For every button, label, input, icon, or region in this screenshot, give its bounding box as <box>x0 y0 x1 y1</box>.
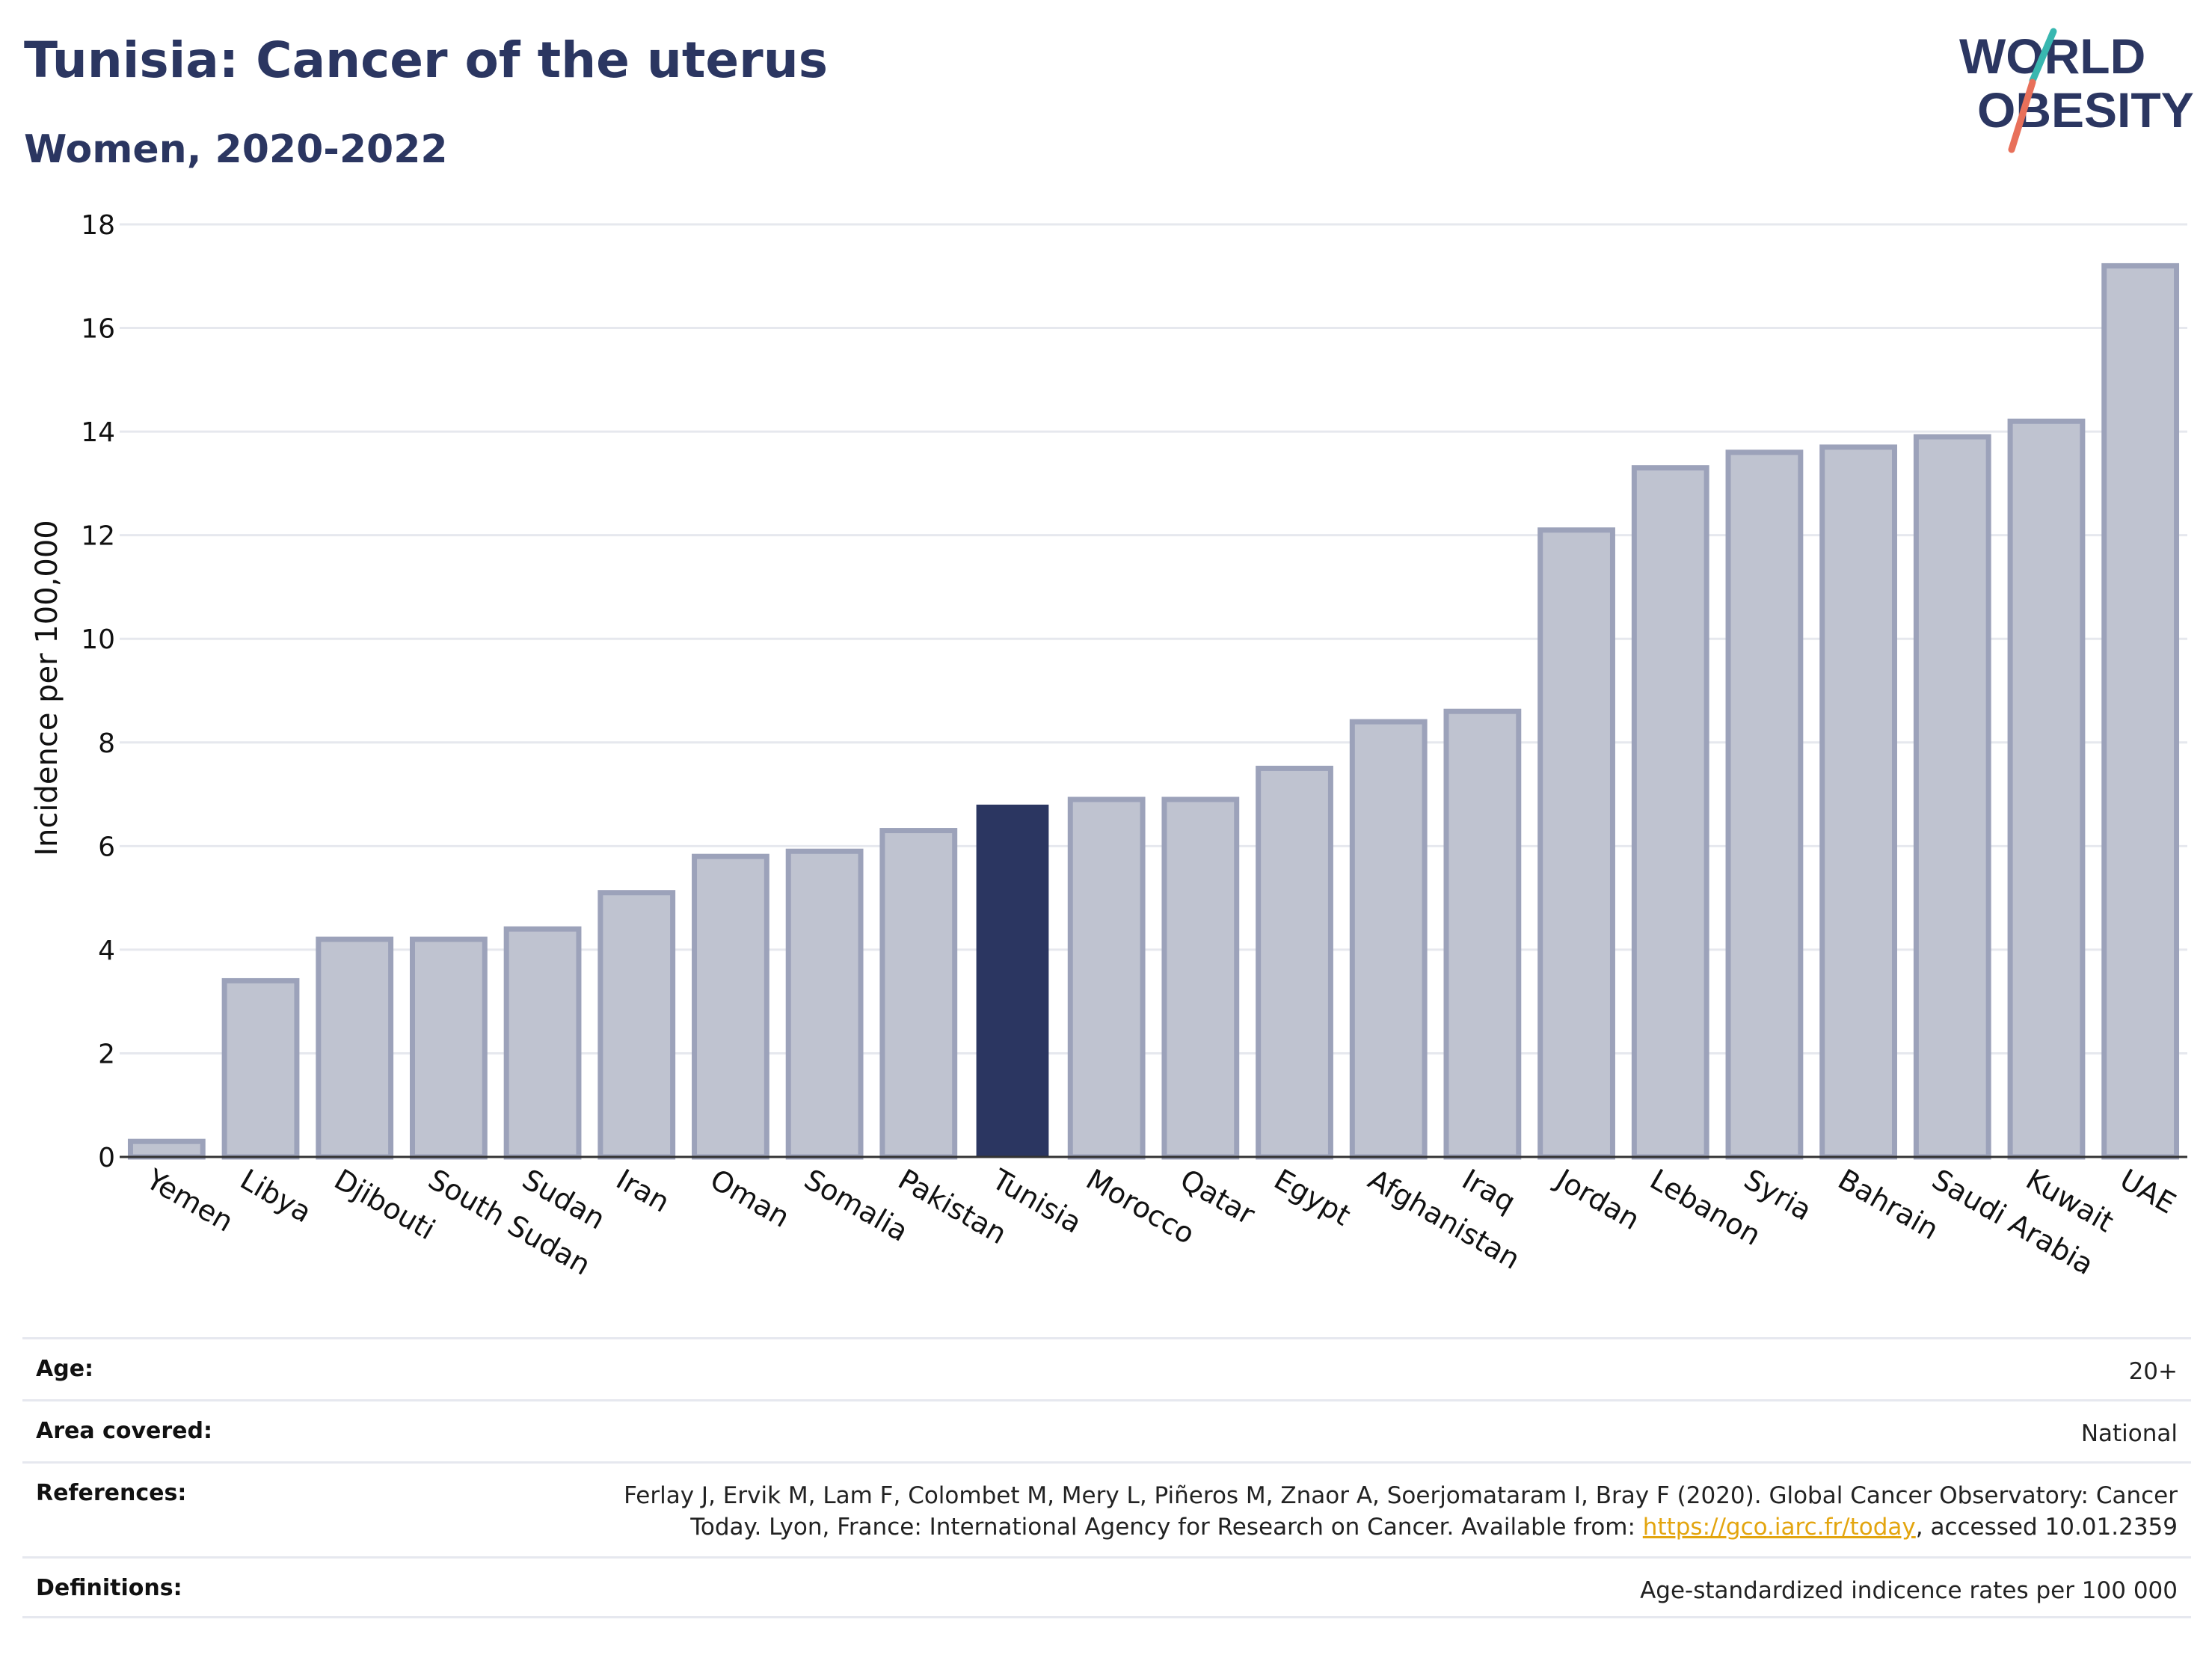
x-tick-label: Egypt <box>1269 1163 1357 1232</box>
chart-title: Tunisia: Cancer of the uterus <box>24 31 828 89</box>
area-label: Area covered: <box>36 1418 212 1444</box>
references-line2-pre: Today. Lyon, France: International Agenc… <box>690 1514 1643 1541</box>
x-tick-label: Bahrain <box>1833 1163 1944 1247</box>
metadata-table: Age: 20+ Area covered: National Referenc… <box>22 1337 2191 1618</box>
bar-syria <box>1725 449 1804 1160</box>
bar-tunisia <box>976 804 1049 1157</box>
definitions-value: Age-standardized indicence rates per 100… <box>1640 1577 2178 1604</box>
logo-slash-red <box>2008 79 2036 153</box>
bar-kuwait <box>2007 418 2086 1160</box>
world-obesity-logo: WORLD OBESITY <box>1959 28 2194 153</box>
meta-row-definitions: Definitions: Age-standardized indicence … <box>22 1556 2191 1618</box>
x-tick-label: Libya <box>235 1163 317 1229</box>
age-value: 20+ <box>2128 1358 2178 1385</box>
bar-sudan <box>503 926 582 1160</box>
bar-pakistan <box>879 828 958 1160</box>
y-tick-label: 4 <box>98 936 115 966</box>
references-label: References: <box>36 1480 187 1506</box>
x-tick-label: South Sudan <box>423 1163 596 1282</box>
bar-south-sudan <box>409 936 488 1160</box>
bars <box>127 262 2180 1160</box>
bar-qatar <box>1161 796 1240 1160</box>
references-value: Ferlay J, Ervik M, Lam F, Colombet M, Me… <box>624 1480 2191 1543</box>
meta-row-references: References: Ferlay J, Ervik M, Lam F, Co… <box>22 1461 2191 1556</box>
x-tick-label: Somalia <box>799 1163 914 1248</box>
x-tick-label: Jordan <box>1549 1162 1645 1237</box>
y-axis-label: Incidence per 100,000 <box>30 520 64 856</box>
x-tick-label: Morocco <box>1081 1163 1200 1251</box>
y-tick-labels: 0 2 4 6 8 10 12 14 16 18 <box>81 210 115 1173</box>
bar-yemen <box>127 1138 206 1160</box>
bar-oman <box>692 853 769 1160</box>
y-tick-label: 6 <box>98 832 115 862</box>
age-label: Age: <box>36 1356 94 1382</box>
x-tick-label: Yemen <box>140 1162 239 1238</box>
y-tick-label: 12 <box>81 521 115 552</box>
logo-text-obesity: OBESITY <box>1977 82 2194 138</box>
bar-egypt <box>1256 765 1333 1160</box>
x-tick-label: Pakistan <box>893 1163 1013 1251</box>
bar-saudi-arabia <box>1913 434 1991 1160</box>
definitions-label: Definitions: <box>36 1575 182 1601</box>
bar-bahrain <box>1819 444 1898 1160</box>
bar-jordan <box>1537 527 1615 1160</box>
bar-somalia <box>785 848 864 1160</box>
bar-libya <box>221 977 300 1160</box>
y-tick-label: 0 <box>98 1143 115 1173</box>
y-tick-label: 18 <box>81 210 115 241</box>
logo-slash-teal <box>2029 28 2057 85</box>
bar-uae <box>2101 262 2180 1160</box>
references-line2-post: , accessed 10.01.2359 <box>1915 1514 2178 1541</box>
x-tick-label: Iran <box>611 1163 675 1219</box>
y-tick-label: 16 <box>81 314 115 345</box>
x-tick-label: Oman <box>704 1163 795 1234</box>
x-tick-label: Djibouti <box>329 1163 441 1247</box>
y-tick-label: 8 <box>98 728 115 759</box>
references-line1: Ferlay J, Ervik M, Lam F, Colombet M, Me… <box>624 1482 2178 1509</box>
y-tick-label: 14 <box>81 417 115 448</box>
bar-lebanon <box>1631 465 1709 1160</box>
meta-row-age: Age: 20+ <box>22 1337 2191 1399</box>
references-link[interactable]: https://gco.iarc.fr/today <box>1642 1514 1916 1541</box>
x-tick-label: Iraq <box>1457 1163 1521 1219</box>
x-tick-label: UAE <box>2115 1163 2181 1220</box>
bar-djibouti <box>316 936 394 1160</box>
meta-row-area: Area covered: National <box>22 1399 2191 1461</box>
chart-subtitle: Women, 2020-2022 <box>24 127 448 172</box>
x-tick-label: Saudi Arabia <box>1926 1163 2099 1282</box>
bar-morocco <box>1067 796 1146 1160</box>
bar-iran <box>597 890 676 1160</box>
bar-iraq <box>1443 708 1522 1160</box>
y-tick-label: 10 <box>81 624 115 655</box>
bar-afghanistan <box>1349 719 1428 1160</box>
y-tick-label: 2 <box>98 1039 115 1069</box>
area-value: National <box>2080 1420 2178 1447</box>
